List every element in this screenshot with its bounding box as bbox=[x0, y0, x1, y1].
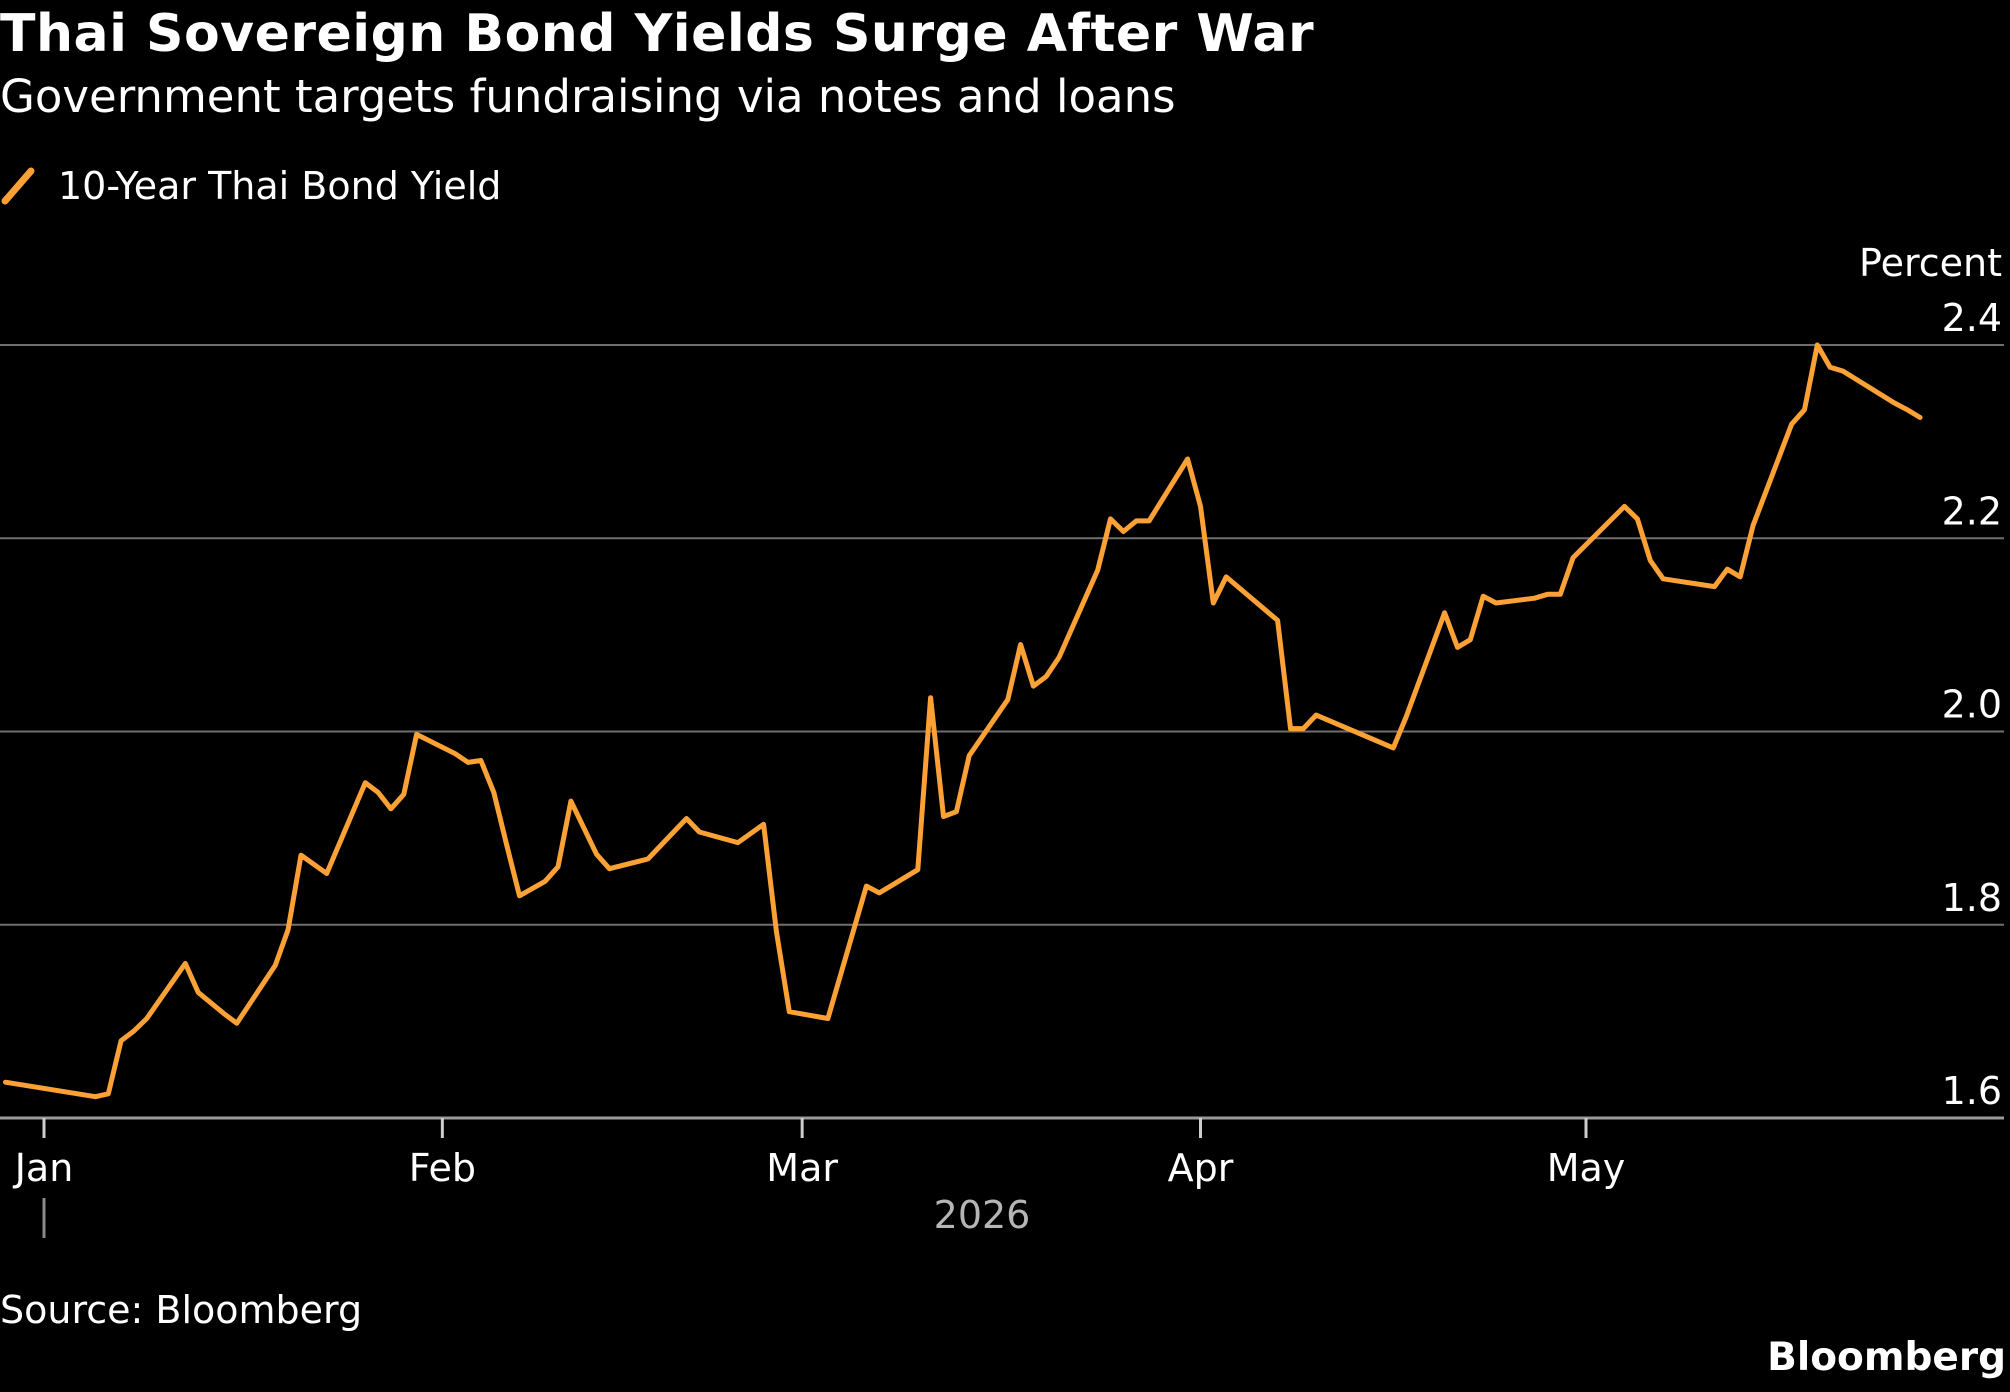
source-note: Source: Bloomberg bbox=[0, 1288, 363, 1332]
chart-subtitle: Government targets fundraising via notes… bbox=[0, 70, 1176, 123]
chart-title: Thai Sovereign Bond Yields Surge After W… bbox=[0, 4, 1315, 64]
legend: 10-Year Thai Bond Yield bbox=[0, 162, 501, 210]
x-tick-label: May bbox=[1547, 1146, 1626, 1190]
y-tick-label: 2.2 bbox=[1942, 489, 2002, 533]
y-tick-label: 1.6 bbox=[1942, 1069, 2002, 1113]
y-axis-unit-label: Percent bbox=[1859, 241, 2002, 285]
x-tick-label: Feb bbox=[409, 1146, 476, 1190]
legend-swatch-icon bbox=[1, 167, 35, 205]
x-axis-year-label: 2026 bbox=[934, 1193, 1031, 1237]
x-tick-label: Jan bbox=[13, 1146, 74, 1190]
y-tick-label: 2.4 bbox=[1942, 296, 2002, 340]
y-tick-label: 2.0 bbox=[1942, 683, 2002, 727]
series-line-10-year-thai-bond-yield bbox=[3, 342, 1923, 1100]
x-tick-label: Apr bbox=[1168, 1146, 1234, 1190]
bloomberg-logo: Bloomberg bbox=[1767, 1335, 2006, 1380]
x-tick-label: Mar bbox=[766, 1146, 838, 1190]
y-tick-label: 1.8 bbox=[1942, 876, 2002, 920]
legend-label: 10-Year Thai Bond Yield bbox=[58, 164, 502, 208]
